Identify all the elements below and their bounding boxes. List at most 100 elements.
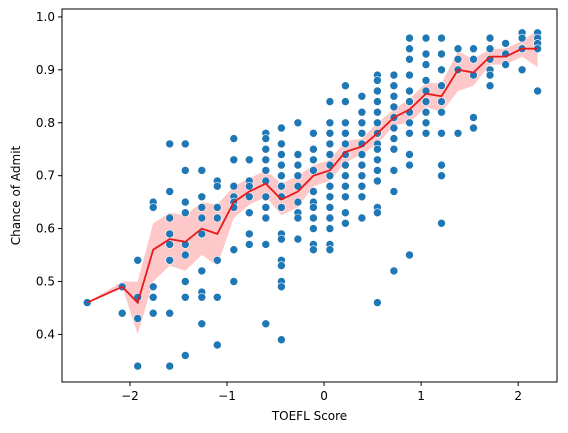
- data-point: [389, 81, 399, 90]
- data-point: [277, 234, 286, 244]
- data-point: [277, 171, 286, 180]
- data-point: [148, 308, 158, 318]
- trend-line: [86, 47, 538, 305]
- data-point: [213, 292, 222, 302]
- data-point: [373, 166, 382, 175]
- data-point: [357, 92, 367, 101]
- data-point: [341, 118, 350, 128]
- data-point: [133, 314, 142, 323]
- data-point: [485, 44, 495, 54]
- data-point: [389, 92, 399, 101]
- data-point: [277, 181, 286, 191]
- data-point: [469, 70, 478, 80]
- data-point: [405, 70, 414, 80]
- data-point: [261, 240, 271, 249]
- data-point: [357, 150, 367, 159]
- y-tick-label: 0.4: [36, 327, 55, 341]
- data-point: [421, 107, 431, 117]
- data-point: [277, 150, 286, 159]
- data-point: [277, 139, 286, 149]
- y-tick-label: 0.5: [36, 274, 55, 288]
- data-point: [229, 155, 239, 165]
- data-point: [373, 144, 382, 154]
- data-point: [421, 118, 431, 128]
- data-point: [213, 255, 222, 265]
- data-point: [165, 308, 174, 318]
- data-point: [517, 65, 527, 75]
- data-point: [197, 266, 207, 276]
- data-point: [437, 97, 446, 106]
- data-point: [341, 181, 350, 191]
- x-axis-ticks: −2 −1 0 1 2: [121, 382, 522, 403]
- data-point: [373, 97, 382, 106]
- data-point: [245, 208, 254, 217]
- data-point: [277, 335, 286, 345]
- data-point: [469, 113, 478, 122]
- data-point: [309, 129, 318, 138]
- data-point: [277, 123, 286, 133]
- y-axis-label: Chance of Admit: [9, 145, 23, 245]
- y-tick-label: 1.0: [36, 10, 55, 24]
- data-point: [197, 192, 207, 202]
- confidence-band: [87, 30, 538, 335]
- data-point: [405, 250, 414, 260]
- data-point: [325, 181, 335, 191]
- data-point: [309, 224, 318, 233]
- data-point: [405, 118, 414, 128]
- y-tick-label: 0.6: [36, 222, 55, 236]
- data-point: [341, 208, 350, 217]
- data-point: [261, 176, 271, 186]
- data-point: [501, 60, 510, 69]
- data-point: [357, 129, 367, 138]
- data-point: [341, 97, 350, 106]
- data-point: [293, 118, 303, 128]
- data-point: [165, 213, 174, 223]
- data-point: [181, 240, 190, 249]
- data-point: [325, 97, 335, 106]
- data-point: [261, 203, 271, 212]
- data-point: [421, 76, 431, 85]
- data-point: [133, 361, 142, 371]
- data-point: [421, 86, 431, 96]
- data-point: [309, 213, 318, 223]
- data-point: [261, 213, 271, 223]
- data-point: [405, 86, 414, 96]
- data-point: [421, 97, 431, 106]
- data-point: [181, 208, 190, 217]
- data-point: [325, 139, 335, 149]
- x-axis-label: TOEFL Score: [271, 409, 347, 423]
- data-point: [261, 155, 271, 165]
- data-point: [277, 261, 286, 270]
- data-point: [261, 166, 271, 175]
- data-point: [245, 192, 254, 202]
- data-point: [261, 134, 271, 143]
- data-point: [181, 197, 190, 207]
- data-point: [341, 81, 350, 90]
- data-point: [437, 219, 446, 228]
- data-point: [197, 213, 207, 223]
- data-point: [325, 150, 335, 159]
- data-point: [197, 229, 207, 239]
- data-point: [517, 33, 527, 43]
- data-point: [229, 245, 239, 254]
- data-point: [229, 277, 239, 286]
- x-tick-label: 1: [417, 389, 425, 403]
- data-point: [341, 192, 350, 202]
- data-point: [165, 229, 174, 239]
- data-point: [325, 245, 335, 254]
- data-point: [165, 240, 174, 249]
- data-point: [245, 229, 254, 239]
- data-point: [309, 155, 318, 165]
- data-point: [213, 181, 222, 191]
- data-point: [325, 192, 335, 202]
- data-point: [245, 240, 254, 249]
- data-point: [341, 150, 350, 159]
- data-point: [148, 282, 158, 292]
- x-tick-label: 0: [320, 389, 328, 403]
- data-point: [213, 340, 222, 350]
- data-point: [357, 192, 367, 202]
- data-point: [293, 213, 303, 223]
- data-point: [181, 139, 190, 149]
- data-point: [421, 49, 431, 59]
